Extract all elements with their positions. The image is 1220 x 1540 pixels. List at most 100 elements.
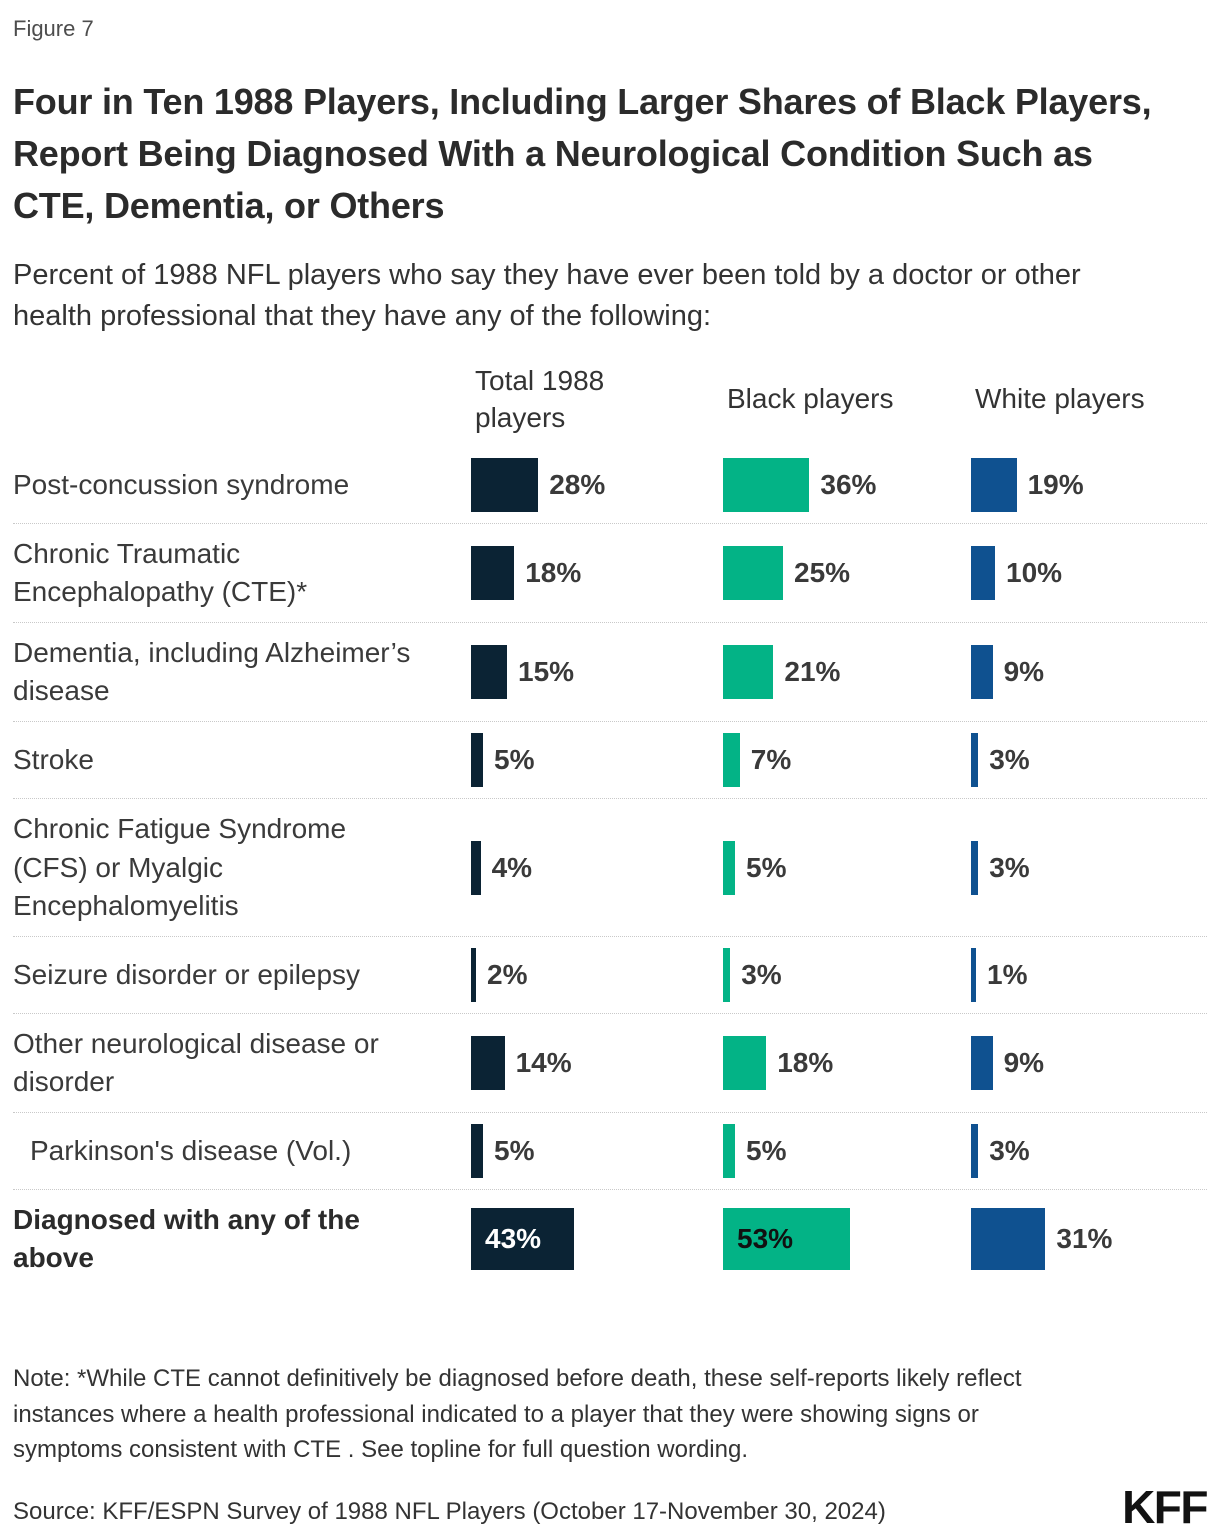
bar-value: 18% — [525, 557, 582, 589]
bar-white — [971, 947, 976, 1002]
chart: Total 1988 players Black players White p… — [13, 348, 1207, 1288]
row-label: Parkinson's disease (Vol.) — [30, 1134, 352, 1166]
bar-cell-black: 3% — [723, 947, 971, 1002]
chart-row: Dementia, including Alzheimer’s disease 1… — [13, 623, 1207, 723]
bar-cell-white: 10% — [971, 535, 1207, 611]
bar-value: 28% — [549, 469, 606, 501]
bar-cell-total: 5% — [471, 1123, 723, 1178]
bar-white — [971, 733, 979, 788]
bar-value: 4% — [491, 851, 533, 883]
bar-cell-white: 9% — [971, 634, 1207, 710]
chart-row: Other neurological disease or disorder 14… — [13, 1014, 1207, 1113]
bar-total: 43% — [471, 1207, 575, 1270]
row-label: Other neurological disease or disorder — [13, 1027, 379, 1097]
bar-cell-total: 43% — [471, 1201, 723, 1277]
bar-total — [471, 1123, 483, 1178]
bar-cell-white: 19% — [971, 458, 1207, 513]
bar-total — [471, 458, 539, 513]
bar-black — [723, 1035, 767, 1090]
bar-value: 3% — [989, 1134, 1030, 1166]
bar-value: 3% — [989, 851, 1030, 883]
bar-white — [971, 645, 993, 700]
bar-cell-white: 9% — [971, 1025, 1207, 1101]
bar-cell-total: 28% — [471, 458, 723, 513]
bar-cell-total: 4% — [471, 810, 723, 924]
bar-value: 25% — [794, 557, 851, 589]
bar-cell-total: 2% — [471, 947, 723, 1002]
bar-value: 3% — [741, 958, 782, 990]
column-header-black: Black players — [727, 383, 894, 415]
bar-value: 1% — [987, 958, 1028, 990]
chart-rows: Post-concussion syndrome 28% 36% 19% Chronic… — [13, 447, 1207, 1288]
bar-value: 7% — [750, 744, 792, 776]
bar-cell-total: 5% — [471, 733, 723, 788]
source-row: Source: KFF/ESPN Survey of 1988 NFL Play… — [13, 1481, 1208, 1533]
row-label: Seizure disorder or epilepsy — [13, 958, 361, 990]
bar-value: 9% — [1003, 656, 1045, 688]
row-label: Chronic Fatigue Syndrome (CFS) or Myalgi… — [13, 813, 347, 921]
bar-black — [723, 840, 735, 895]
chart-row: Diagnosed with any of the above 43% 53% 31% — [13, 1190, 1207, 1288]
bar-value: 31% — [1056, 1222, 1113, 1254]
bar-value: 5% — [746, 851, 787, 883]
bar-value: 19% — [1027, 469, 1084, 501]
bar-cell-white: 1% — [971, 947, 1207, 1002]
bar-cell-black: 18% — [723, 1025, 971, 1101]
bar-black — [723, 947, 731, 1002]
row-label: Chronic Traumatic Encephalopathy (CTE)* — [13, 538, 308, 608]
bar-cell-black: 36% — [723, 458, 971, 513]
bar-total — [471, 733, 483, 788]
chart-subtitle: Percent of 1988 NFL players who say they… — [13, 259, 1081, 332]
bar-value: 5% — [494, 1134, 535, 1166]
chart-row: Seizure disorder or epilepsy 2% 3% 1% — [13, 937, 1207, 1014]
chart-row: Post-concussion syndrome 28% 36% 19% — [13, 447, 1207, 525]
figure-label: Figure 7 — [13, 16, 94, 41]
bar-total — [471, 947, 476, 1002]
bar-value: 43% — [485, 1222, 542, 1254]
bar-cell-black: 5% — [723, 810, 971, 924]
bar-value: 53% — [737, 1222, 794, 1254]
chart-row: Chronic Traumatic Encephalopathy (CTE)* 1… — [13, 524, 1207, 624]
bar-cell-black: 21% — [723, 634, 971, 710]
chart-row: Chronic Fatigue Syndrome (CFS) or Myalgi… — [13, 799, 1207, 937]
bar-cell-white: 31% — [971, 1201, 1207, 1277]
row-label: Diagnosed with any of the above — [13, 1203, 360, 1273]
bar-black — [723, 458, 810, 513]
bar-cell-total: 14% — [471, 1025, 723, 1101]
column-header-white: White players — [975, 383, 1145, 415]
bar-value: 14% — [515, 1046, 572, 1078]
page-title: Four in Ten 1988 Players, Including Larg… — [13, 81, 1152, 226]
bar-white — [971, 840, 979, 895]
bar-value: 21% — [784, 656, 841, 688]
row-label: Stroke — [13, 744, 94, 776]
bar-total — [471, 1035, 505, 1090]
bar-cell-white: 3% — [971, 810, 1207, 924]
bar-value: 9% — [1003, 1046, 1045, 1078]
source-text: Source: KFF/ESPN Survey of 1988 NFL Play… — [13, 1498, 886, 1525]
bar-cell-black: 53% — [723, 1201, 971, 1277]
column-header-total: Total 1988 players — [475, 364, 605, 434]
bar-cell-total: 18% — [471, 535, 723, 611]
bar-total — [471, 840, 481, 895]
bar-total — [471, 645, 507, 700]
bar-black — [723, 645, 774, 700]
row-label: Dementia, including Alzheimer’s disease — [13, 637, 411, 707]
bar-value: 18% — [777, 1046, 834, 1078]
column-headers: Total 1988 players Black players White p… — [13, 348, 1207, 448]
bar-value: 10% — [1006, 557, 1063, 589]
kff-logo: KFF — [1122, 1481, 1208, 1533]
bar-cell-black: 25% — [723, 535, 971, 611]
figure-footer: Note: *While CTE cannot definitively be … — [13, 1361, 1208, 1533]
footnote: Note: *While CTE cannot definitively be … — [13, 1365, 1022, 1464]
bar-white — [971, 546, 995, 601]
bar-white — [971, 1035, 993, 1090]
bar-value: 3% — [989, 744, 1030, 776]
bar-black: 53% — [723, 1207, 851, 1270]
bar-cell-white: 3% — [971, 733, 1207, 788]
bar-value: 5% — [746, 1134, 787, 1166]
bar-total — [471, 546, 515, 601]
chart-row: Stroke 5% 7% 3% — [13, 722, 1207, 800]
bar-cell-total: 15% — [471, 634, 723, 710]
bar-value: 2% — [487, 958, 528, 990]
